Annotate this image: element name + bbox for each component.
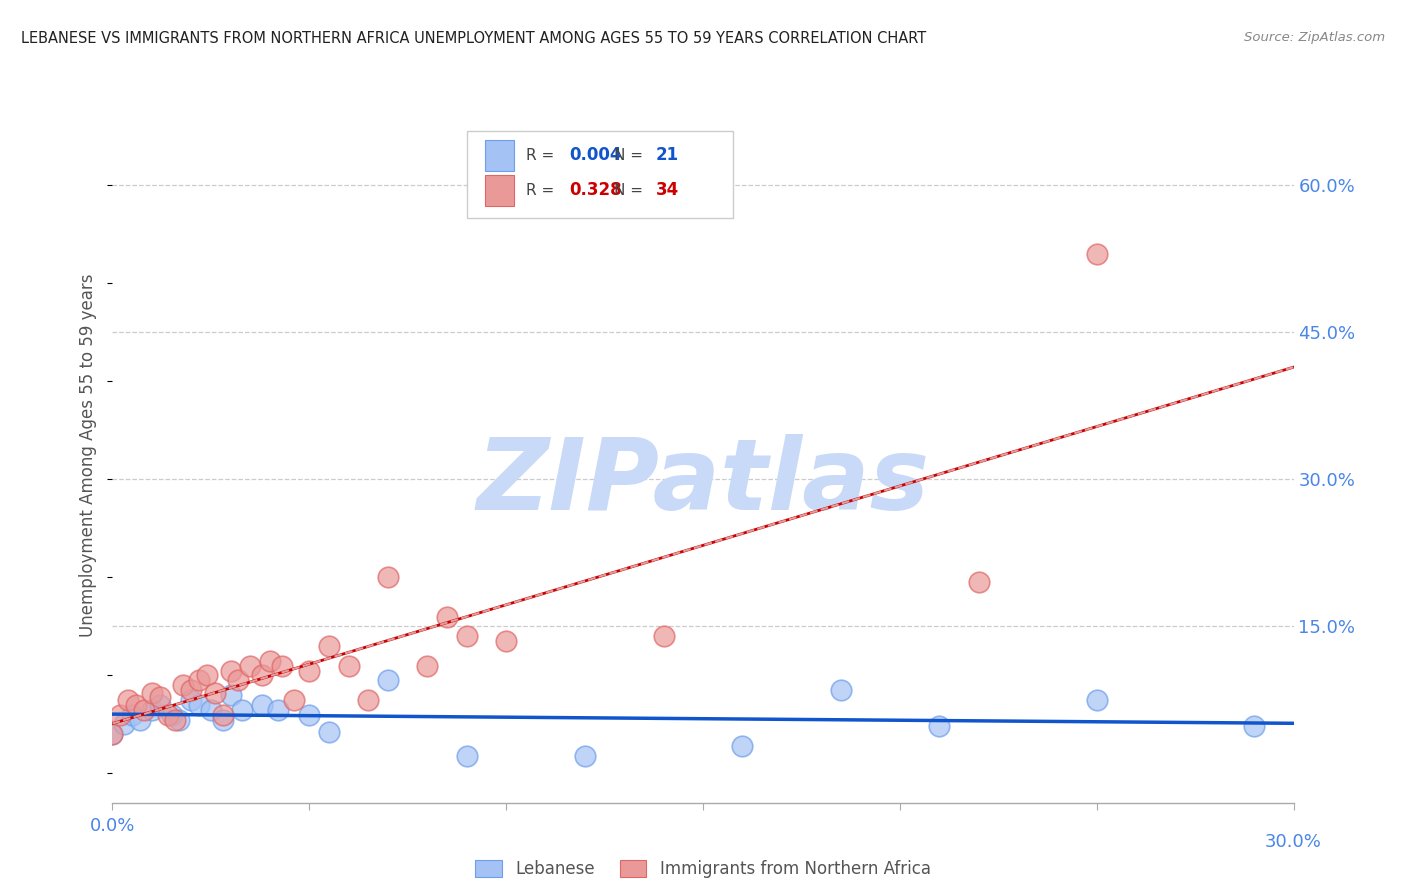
- Text: 0.004: 0.004: [569, 146, 621, 164]
- Point: [228, 673, 250, 688]
- Text: 0.328: 0.328: [569, 181, 623, 199]
- Point: [141, 703, 163, 717]
- Point: [250, 668, 273, 682]
- Point: [298, 664, 321, 678]
- Point: [967, 575, 990, 590]
- Point: [219, 664, 242, 678]
- Text: 30.0%: 30.0%: [1265, 833, 1322, 851]
- Point: [149, 690, 172, 704]
- Text: 21: 21: [655, 146, 679, 164]
- Point: [456, 629, 478, 643]
- Point: [377, 570, 399, 584]
- Point: [337, 658, 360, 673]
- Point: [160, 707, 183, 722]
- Point: [239, 658, 262, 673]
- Point: [219, 688, 242, 702]
- Point: [112, 717, 135, 731]
- Bar: [485, 140, 515, 171]
- Point: [731, 739, 754, 753]
- Legend: Lebanese, Immigrants from Northern Africa: Lebanese, Immigrants from Northern Afric…: [468, 854, 938, 885]
- Point: [200, 703, 222, 717]
- Text: R =: R =: [526, 183, 560, 198]
- Text: N =: N =: [614, 148, 648, 163]
- Point: [132, 703, 155, 717]
- Bar: [485, 175, 515, 206]
- Point: [195, 668, 218, 682]
- Text: LEBANESE VS IMMIGRANTS FROM NORTHERN AFRICA UNEMPLOYMENT AMONG AGES 55 TO 59 YEA: LEBANESE VS IMMIGRANTS FROM NORTHERN AFR…: [21, 31, 927, 46]
- Text: 34: 34: [655, 181, 679, 199]
- Point: [377, 673, 399, 688]
- Point: [117, 693, 139, 707]
- Point: [298, 707, 321, 722]
- Point: [1085, 693, 1108, 707]
- Point: [652, 629, 675, 643]
- Point: [456, 748, 478, 763]
- Point: [204, 686, 226, 700]
- Point: [101, 727, 124, 741]
- Point: [180, 693, 202, 707]
- Point: [149, 698, 172, 712]
- Point: [436, 609, 458, 624]
- Point: [188, 698, 211, 712]
- Point: [121, 707, 143, 722]
- Point: [1243, 719, 1265, 733]
- FancyBboxPatch shape: [467, 131, 733, 219]
- Point: [574, 748, 596, 763]
- Point: [495, 634, 517, 648]
- Point: [211, 707, 233, 722]
- Point: [156, 707, 179, 722]
- Point: [318, 725, 340, 739]
- Point: [180, 683, 202, 698]
- Point: [125, 698, 148, 712]
- Point: [129, 713, 152, 727]
- Point: [259, 654, 281, 668]
- Point: [267, 703, 290, 717]
- Point: [270, 658, 292, 673]
- Point: [1085, 247, 1108, 261]
- Point: [318, 639, 340, 653]
- Point: [172, 678, 194, 692]
- Point: [830, 683, 852, 698]
- Point: [141, 686, 163, 700]
- Point: [416, 658, 439, 673]
- Y-axis label: Unemployment Among Ages 55 to 59 years: Unemployment Among Ages 55 to 59 years: [79, 273, 97, 637]
- Point: [283, 693, 305, 707]
- Point: [165, 713, 187, 727]
- Text: R =: R =: [526, 148, 560, 163]
- Text: Source: ZipAtlas.com: Source: ZipAtlas.com: [1244, 31, 1385, 45]
- Point: [211, 713, 233, 727]
- Point: [188, 673, 211, 688]
- Point: [250, 698, 273, 712]
- Point: [231, 703, 253, 717]
- Point: [169, 713, 191, 727]
- Text: N =: N =: [614, 183, 648, 198]
- Point: [357, 693, 380, 707]
- Point: [928, 719, 950, 733]
- Point: [101, 727, 124, 741]
- Text: ZIPatlas: ZIPatlas: [477, 434, 929, 532]
- Point: [110, 707, 132, 722]
